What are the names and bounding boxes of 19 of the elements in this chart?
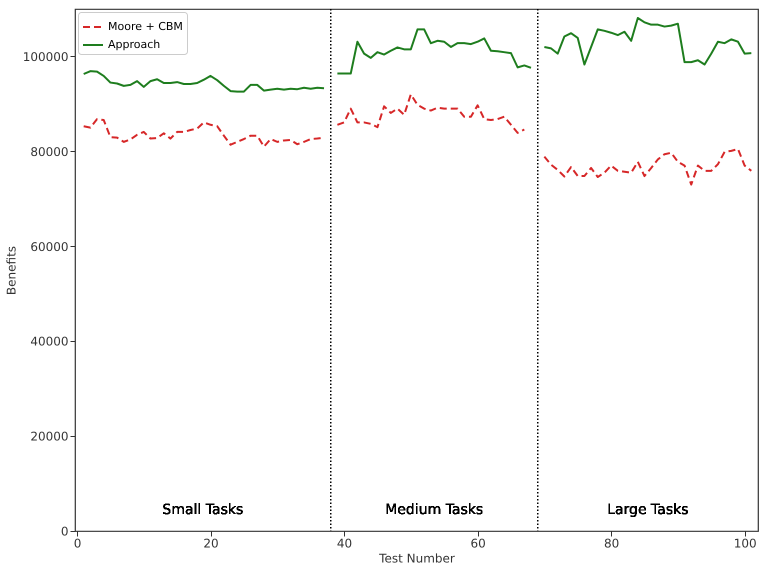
x-tick-label: 40: [336, 536, 352, 550]
x-tick-label: 60: [470, 536, 486, 550]
annotation: Large Tasks: [607, 502, 689, 518]
y-tick-label: 20000: [30, 430, 68, 444]
x-tick-label: 80: [604, 536, 620, 550]
x-tick-label: 0: [74, 536, 82, 550]
y-tick-label: 60000: [30, 240, 68, 254]
legend-label: Moore + CBM: [108, 20, 183, 33]
y-tick-label: 0: [60, 524, 68, 538]
y-tick-label: 80000: [30, 144, 68, 159]
legend-label: Approach: [108, 38, 160, 51]
x-tick-label: 20: [203, 536, 219, 550]
y-tick-label: 40000: [30, 334, 68, 349]
x-axis-title: Test Number: [378, 552, 455, 566]
x-tick-label: 100: [734, 536, 757, 550]
y-axis-title: Benefits: [4, 246, 19, 296]
annotation: Small Tasks: [162, 502, 244, 518]
annotation: Medium Tasks: [385, 502, 484, 518]
y-tick-label: 100000: [22, 50, 68, 64]
